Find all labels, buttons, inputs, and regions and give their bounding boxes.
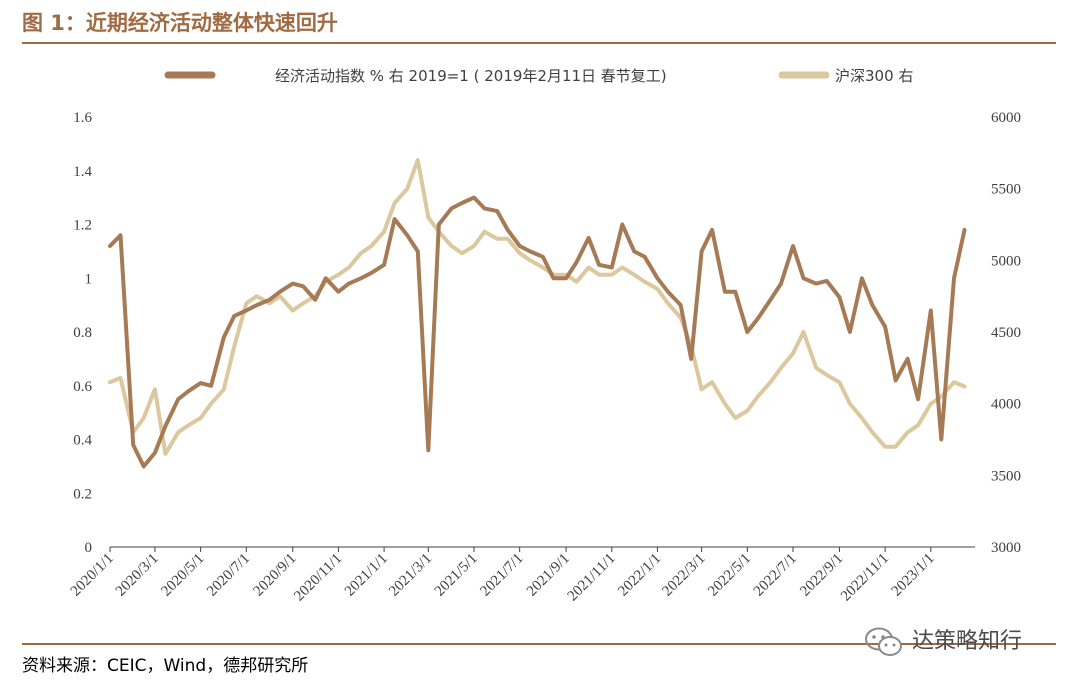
line-chart: 经济活动指数 % 右 2019=1 ( 2019年2月11日 春节复工) 沪深3… bbox=[68, 67, 1021, 604]
x-tick-label: 2021/1/1 bbox=[342, 551, 391, 600]
x-tick-label: 2022/5/1 bbox=[705, 551, 754, 600]
x-tick-label: 2020/3/1 bbox=[113, 551, 162, 600]
source-note: 资料来源：CEIC，Wind，德邦研究所 bbox=[22, 656, 309, 676]
x-tick-label: 2022/7/1 bbox=[751, 551, 800, 600]
chart-legend: 经济活动指数 % 右 2019=1 ( 2019年2月11日 春节复工) 沪深3… bbox=[164, 67, 913, 85]
x-tick-label: 2021/5/1 bbox=[432, 551, 481, 600]
y-left-tick-label: 0.8 bbox=[73, 325, 92, 341]
chart-axes: 0 0.2 0.4 0.6 0.8 1 1.2 1.4 1.6 3000 3500 4000 4500 5… bbox=[68, 110, 1021, 604]
figure-title: 图 1：近期经济活动整体快速回升 bbox=[22, 11, 338, 35]
chart-series bbox=[108, 158, 967, 469]
series-line-activity bbox=[108, 195, 967, 469]
y-left-tick-label: 1 bbox=[85, 271, 93, 287]
y-right-tick-label: 5500 bbox=[991, 182, 1021, 198]
legend-label-activity: 经济活动指数 % 右 2019=1 ( 2019年2月11日 春节复工) bbox=[275, 67, 667, 85]
x-tick-label: 2022/1/1 bbox=[615, 551, 664, 600]
wechat-icon bbox=[865, 627, 902, 656]
title-rule bbox=[22, 42, 1056, 44]
y-left-tick-label: 0.4 bbox=[73, 433, 92, 449]
watermark-text: 达策略知行 bbox=[912, 629, 1023, 654]
x-tick-label: 2020/1/1 bbox=[68, 551, 117, 600]
y-left-tick-label: 0.2 bbox=[73, 486, 92, 502]
legend-label-csi300: 沪深300 右 bbox=[835, 67, 913, 85]
x-tick-label: 2022/11/1 bbox=[838, 551, 892, 605]
x-tick-label: 2021/11/1 bbox=[565, 551, 619, 605]
x-tick-label: 2023/1/1 bbox=[889, 551, 938, 600]
y-left-tick-label: 1.6 bbox=[73, 110, 92, 126]
x-tick-label: 2022/3/1 bbox=[659, 551, 708, 600]
y-left-tick-label: 0 bbox=[85, 540, 93, 556]
x-tick-label: 2020/11/1 bbox=[291, 551, 345, 605]
source-rule bbox=[22, 643, 1056, 645]
y-left-tick-label: 0.6 bbox=[73, 379, 92, 395]
x-tick-label: 2020/5/1 bbox=[158, 551, 207, 600]
x-tick-label: 2020/7/1 bbox=[204, 551, 253, 600]
y-left-tick-label: 1.4 bbox=[73, 164, 92, 180]
y-left-tick-label: 1.2 bbox=[73, 218, 92, 234]
y-right-tick-label: 4000 bbox=[991, 397, 1021, 413]
x-tick-label: 2021/3/1 bbox=[386, 551, 435, 600]
y-right-tick-label: 5000 bbox=[991, 253, 1021, 269]
y-right-tick-label: 3500 bbox=[991, 468, 1021, 484]
watermark: 达策略知行 bbox=[864, 622, 1022, 662]
y-right-tick-label: 3000 bbox=[991, 540, 1021, 556]
y-right-tick-label: 4500 bbox=[991, 325, 1021, 341]
series-line-csi300 bbox=[108, 158, 967, 456]
y-right-tick-label: 6000 bbox=[991, 110, 1021, 126]
x-tick-label: 2021/7/1 bbox=[477, 551, 526, 600]
